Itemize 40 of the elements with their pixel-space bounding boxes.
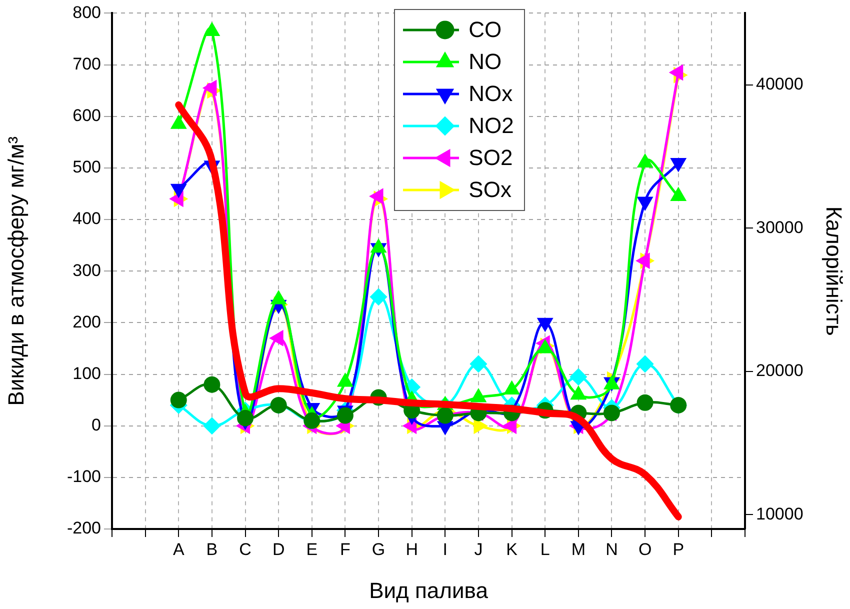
y-tick-label: 800 [72,2,101,22]
x-tick-label: K [506,540,518,559]
x-tick-label: N [606,540,618,559]
y2-tick-label: 30000 [756,218,804,237]
y-tick-label: 300 [72,260,101,280]
x-tick-label: L [540,540,550,559]
legend-label: SOx [468,176,512,204]
x-tick-label: B [206,540,218,559]
y2-axis-title: Калорійність [822,206,847,336]
x-tick-label: G [372,540,386,559]
legend-label: NOx [468,80,513,108]
y2-tick-label: 20000 [756,361,804,380]
x-tick-label: E [306,540,318,559]
y-tick-label: 600 [72,106,101,126]
x-tick-label: M [571,540,586,559]
x-tick-label: H [406,540,418,559]
legend-label: NO2 [468,112,514,140]
y-axis-title: Викиди в атмосферу мг/м³ [3,136,28,406]
x-tick-label: D [272,540,285,559]
x-tick-label: A [172,540,185,559]
x-tick-label: C [239,540,252,559]
legend-label: SO2 [468,144,513,172]
y-tick-label: 500 [72,158,101,177]
x-tick-label: J [474,540,483,559]
x-tick-label: F [340,540,350,559]
legend-label: CO [468,16,502,44]
y-tick-label: -200 [66,518,101,538]
y-tick-label: 100 [72,364,101,383]
x-tick-label: P [672,540,684,559]
legend-label: NO [468,48,502,76]
y-tick-label: -100 [66,467,101,486]
x-axis-title: Вид палива [369,578,489,603]
y-tick-label: 0 [92,416,101,435]
x-tick-label: I [442,540,448,559]
y-tick-label: 700 [72,54,101,74]
y2-tick-label: 10000 [756,504,804,524]
y-tick-label: 200 [72,312,101,332]
y-tick-label: 400 [72,209,101,228]
x-tick-label: O [638,540,652,559]
y2-tick-label: 40000 [756,74,804,94]
